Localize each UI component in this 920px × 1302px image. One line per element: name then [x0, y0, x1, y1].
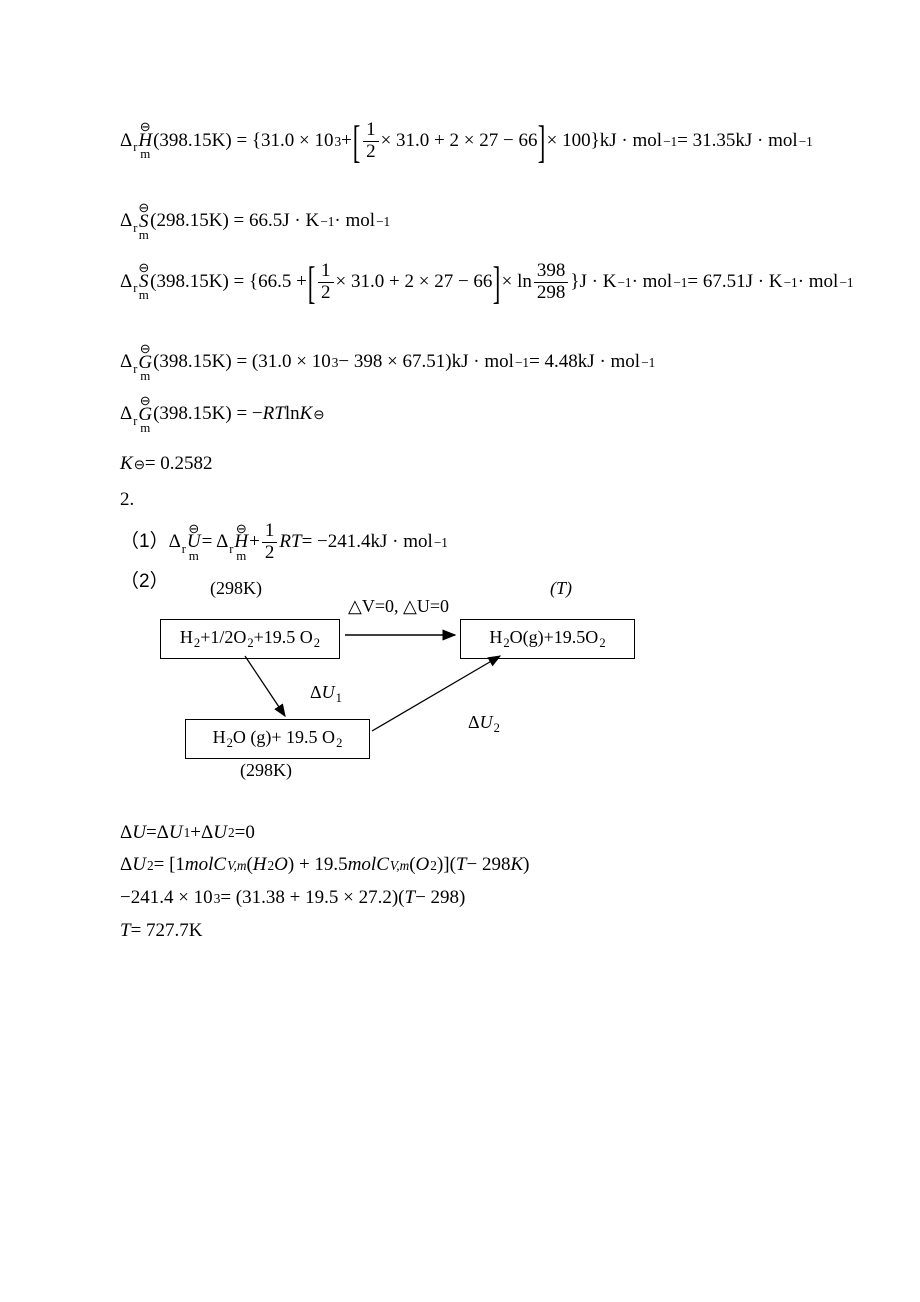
bottom-equations: ΔU =ΔU1 +ΔU2 =0 ΔU2 = [1mol CV,m (H2O ) …	[120, 821, 800, 944]
thermodynamic-cycle-diagram: (298K) △V=0, △U=0 (T) H2+1/2O2+19.5 O2 H…	[130, 601, 690, 811]
section-2-label: 2.	[120, 488, 800, 513]
equation-delta-s: Δr ⊖Sm (298.15K) = 66.5J · K−1 · mol−1 Δ…	[120, 203, 800, 304]
label-298k-top: (298K)	[210, 577, 262, 600]
equation-delta-h: Δr ⊖Hm (398.15K) = {31.0 × 103 + [ 12 × …	[120, 120, 800, 163]
equation-delta-g: Δr ⊖Gm (398.15K) = (31.0 × 103 − 398 × 6…	[120, 344, 800, 477]
item-1: （1） Δr ⊖Um = Δr ⊖Hm + 12 RT = −241.4kJ ·…	[120, 521, 800, 564]
arrows-svg	[130, 601, 690, 811]
label-temperature-t: (T)	[550, 577, 572, 600]
